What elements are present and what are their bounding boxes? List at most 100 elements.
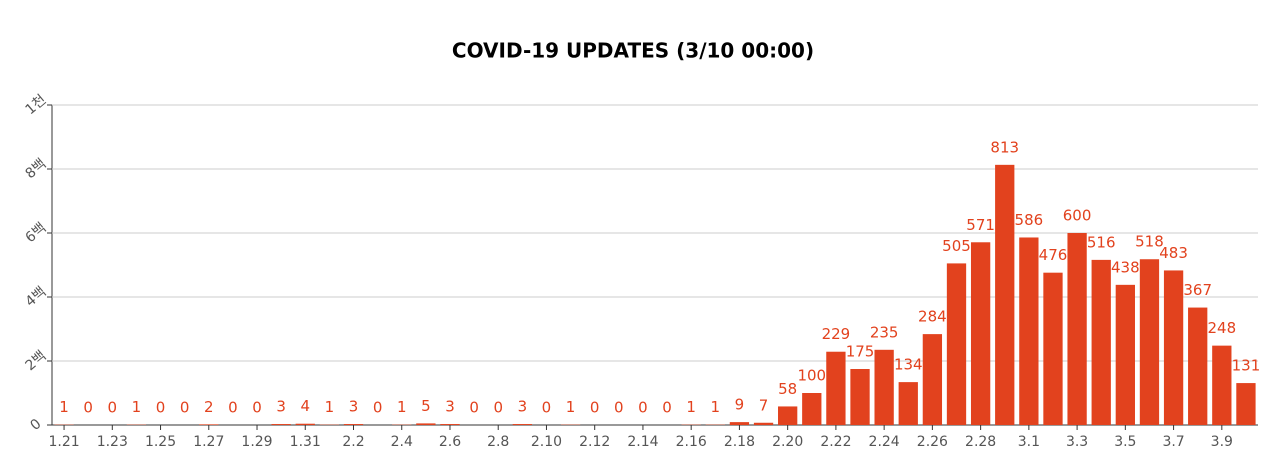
x-tick-label: 2.28: [965, 434, 996, 450]
bar: [343, 424, 364, 425]
value-label: 1: [397, 398, 407, 416]
x-tick-label: 2.20: [772, 434, 803, 450]
bar: [1163, 270, 1184, 425]
value-label: 0: [156, 399, 166, 417]
value-label: 0: [590, 399, 600, 417]
x-tick-label: 2.14: [627, 434, 658, 450]
bar: [778, 406, 798, 425]
value-label: 0: [469, 399, 479, 417]
x-tick-label: 2.2: [342, 434, 364, 450]
value-label: 600: [1063, 207, 1092, 225]
value-label: 131: [1232, 357, 1261, 375]
bar: [1019, 237, 1039, 425]
value-label: 1: [566, 398, 576, 416]
y-tick-label: 1천: [23, 92, 50, 118]
bar: [1043, 272, 1063, 425]
y-tick-label: 8백: [23, 156, 50, 182]
x-tick-label: 3.3: [1066, 434, 1088, 450]
bar: [1091, 259, 1111, 425]
value-label: 1: [325, 398, 335, 416]
x-tick-label: 3.7: [1162, 434, 1184, 450]
value-label: 813: [990, 138, 1019, 156]
x-tick-label: 2.22: [820, 434, 851, 450]
value-label: 0: [493, 399, 503, 417]
x-tick-label: 1.31: [290, 434, 321, 450]
bar: [440, 424, 460, 425]
value-label: 3: [276, 398, 286, 416]
value-label: 0: [662, 399, 672, 417]
value-label: 3: [518, 398, 528, 416]
value-label: 0: [108, 399, 118, 417]
value-label: 367: [1183, 281, 1212, 299]
value-label: 248: [1207, 319, 1236, 337]
bar: [1188, 307, 1208, 425]
x-tick-label: 1.23: [97, 434, 128, 450]
bar: [922, 334, 943, 425]
value-label: 0: [180, 399, 190, 417]
bar: [826, 351, 846, 425]
value-label: 134: [894, 356, 923, 374]
x-tick-label: 3.9: [1211, 434, 1233, 450]
value-label: 1: [711, 398, 721, 416]
value-label: 571: [966, 216, 995, 234]
value-label: 586: [1015, 211, 1044, 229]
bar: [850, 369, 870, 425]
value-label: 516: [1087, 233, 1116, 251]
bar: [946, 263, 967, 425]
bar: [874, 349, 894, 425]
bar: [753, 422, 774, 425]
bar: [1115, 284, 1135, 425]
value-label: 0: [83, 399, 93, 417]
bar: [1236, 383, 1256, 425]
x-tick-label: 3.5: [1114, 434, 1136, 450]
x-tick-label: 2.12: [579, 434, 610, 450]
value-label: 0: [252, 399, 262, 417]
x-tick-label: 2.10: [531, 434, 562, 450]
value-label: 0: [542, 399, 552, 417]
y-tick-label: 2백: [23, 348, 50, 374]
value-label: 0: [228, 399, 238, 417]
x-tick-label: 1.21: [48, 434, 79, 450]
value-label: 58: [778, 380, 797, 398]
x-tick-label: 2.26: [917, 434, 948, 450]
x-tick-label: 3.1: [1018, 434, 1040, 450]
value-label: 476: [1039, 246, 1068, 264]
value-label: 3: [445, 398, 455, 416]
value-label: 229: [822, 325, 851, 343]
x-tick-label: 1.27: [193, 434, 224, 450]
x-tick-label: 2.4: [391, 434, 413, 450]
y-tick-label: 0: [27, 416, 44, 434]
bar: [802, 393, 822, 425]
bar: [416, 423, 436, 425]
x-tick-label: 2.18: [724, 434, 755, 450]
value-label: 1: [132, 398, 142, 416]
bar: [1139, 259, 1160, 425]
value-label: 518: [1135, 233, 1164, 251]
x-tick-label: 2.8: [487, 434, 509, 450]
value-label: 4: [300, 397, 310, 415]
bar: [995, 164, 1015, 425]
x-tick-label: 1.25: [145, 434, 176, 450]
value-label: 100: [797, 367, 826, 385]
bar: [729, 422, 750, 425]
x-tick-label: 2.16: [676, 434, 707, 450]
chart-title: COVID-19 UPDATES (3/10 00:00): [452, 39, 814, 63]
bar: [1212, 345, 1232, 425]
bar: [512, 424, 532, 425]
value-label: 235: [870, 323, 899, 341]
value-label: 438: [1111, 258, 1140, 276]
value-label: 5: [421, 397, 431, 415]
x-tick-label: 2.6: [439, 434, 461, 450]
value-label: 483: [1159, 244, 1188, 262]
x-tick-label: 1.29: [241, 434, 272, 450]
value-label: 505: [942, 237, 971, 255]
value-label: 7: [759, 396, 769, 414]
value-label: 2: [204, 398, 214, 416]
value-label: 3: [349, 398, 359, 416]
bar: [271, 424, 291, 425]
value-label: 0: [638, 399, 648, 417]
bar: [898, 382, 918, 425]
bar: [295, 423, 315, 425]
value-label: 0: [373, 399, 383, 417]
